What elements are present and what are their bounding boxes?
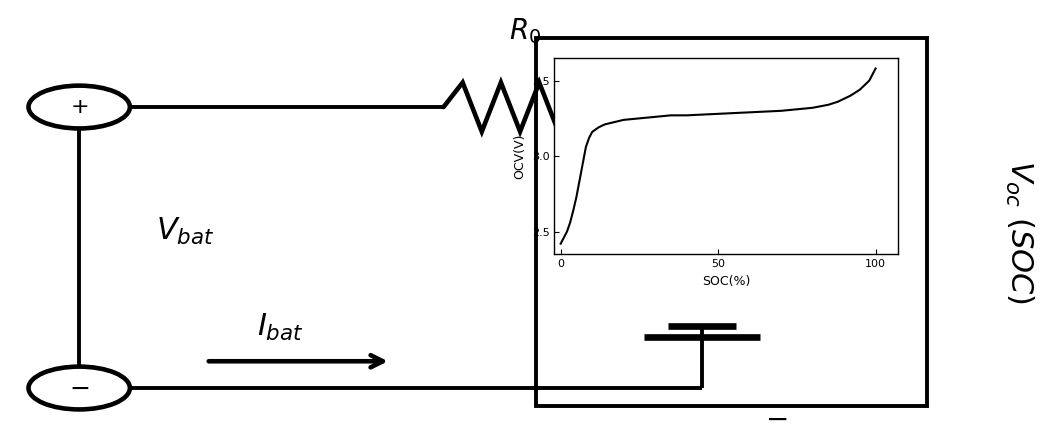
Text: $V_{bat}$: $V_{bat}$ <box>155 216 214 248</box>
Text: $V_{oc}\ (SOC)$: $V_{oc}\ (SOC)$ <box>1003 160 1035 304</box>
Text: $-$: $-$ <box>69 376 90 400</box>
Text: $I_{bat}$: $I_{bat}$ <box>257 312 303 343</box>
Y-axis label: OCV(V): OCV(V) <box>513 133 526 179</box>
Text: $-$: $-$ <box>765 405 788 433</box>
Text: $R_0$: $R_0$ <box>509 17 541 46</box>
Text: $+$: $+$ <box>765 80 788 107</box>
Circle shape <box>29 367 130 409</box>
X-axis label: SOC(%): SOC(%) <box>702 275 750 288</box>
Bar <box>536 38 927 406</box>
Text: $+$: $+$ <box>70 97 89 117</box>
Circle shape <box>29 86 130 128</box>
